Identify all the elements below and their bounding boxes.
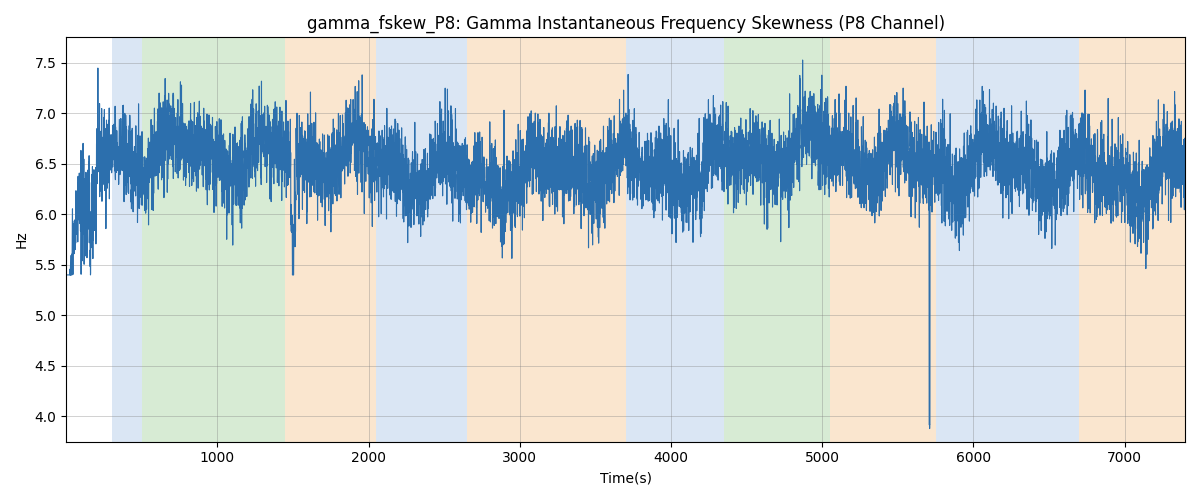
Bar <box>829 38 936 442</box>
Bar <box>724 38 829 442</box>
Bar <box>1079 38 1186 442</box>
X-axis label: Time(s): Time(s) <box>600 471 652 485</box>
Bar <box>142 38 286 442</box>
Bar <box>286 38 376 442</box>
Bar <box>686 38 724 442</box>
Title: gamma_fskew_P8: Gamma Instantaneous Frequency Skewness (P8 Channel): gamma_fskew_P8: Gamma Instantaneous Freq… <box>306 15 944 34</box>
Bar <box>112 38 142 442</box>
Y-axis label: Hz: Hz <box>16 230 29 248</box>
Bar <box>376 38 467 442</box>
Bar <box>467 38 625 442</box>
Bar <box>936 38 1079 442</box>
Bar <box>625 38 686 442</box>
